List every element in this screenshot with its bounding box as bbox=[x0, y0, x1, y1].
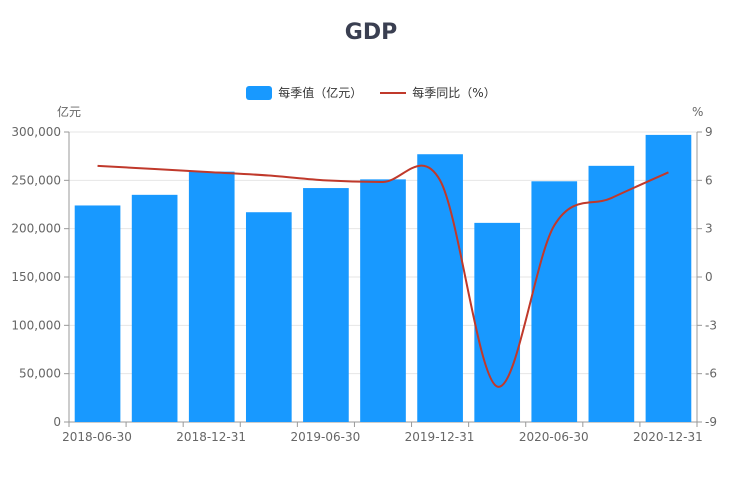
bar bbox=[74, 205, 121, 422]
legend: 每季值（亿元） 每季同比（%） bbox=[0, 84, 742, 101]
y-right-tick-label: 6 bbox=[705, 173, 713, 187]
legend-line-label: 每季同比（%） bbox=[412, 86, 496, 100]
y-left-tick-label: 250,000 bbox=[11, 173, 61, 187]
bar bbox=[245, 212, 292, 422]
bar bbox=[417, 154, 463, 422]
y-left-tick-label: 50,000 bbox=[19, 367, 61, 381]
y-left-tick-label: 0 bbox=[53, 415, 61, 429]
y-right-tick-label: 3 bbox=[705, 222, 713, 236]
legend-item-bar[interactable]: 每季值（亿元） bbox=[246, 84, 362, 101]
y-left-tick-label: 100,000 bbox=[11, 318, 61, 332]
bar bbox=[303, 188, 349, 422]
legend-bar-swatch bbox=[246, 85, 273, 100]
yoy-line bbox=[97, 164, 669, 388]
legend-line-swatch bbox=[380, 91, 407, 94]
y-left-tick-label: 200,000 bbox=[11, 222, 61, 236]
bar bbox=[645, 134, 692, 422]
y-right-tick-label: -3 bbox=[705, 318, 717, 332]
left-axis-unit: 亿元 bbox=[57, 104, 81, 119]
x-tick-label: 2019-06-30 bbox=[290, 430, 360, 444]
right-axis-unit: % bbox=[692, 105, 703, 119]
x-tick-label: 2019-12-31 bbox=[405, 430, 475, 444]
bar bbox=[531, 181, 578, 422]
bar bbox=[188, 171, 235, 422]
chart-title: GDP bbox=[344, 20, 398, 45]
x-tick-label: 2018-12-31 bbox=[176, 430, 246, 444]
y-left-tick-label: 300,000 bbox=[11, 125, 61, 139]
legend-item-line[interactable]: 每季同比（%） bbox=[380, 84, 496, 101]
y-right-tick-label: 9 bbox=[705, 125, 713, 139]
bar bbox=[360, 179, 406, 422]
bar bbox=[131, 194, 178, 422]
x-tick-label: 2020-06-30 bbox=[519, 430, 589, 444]
legend-bar-label: 每季值（亿元） bbox=[278, 86, 363, 100]
y-right-tick-label: -9 bbox=[705, 415, 717, 429]
x-tick-label: 2018-06-30 bbox=[62, 430, 132, 444]
bar bbox=[474, 222, 521, 422]
y-right-tick-label: 0 bbox=[705, 270, 713, 284]
bar bbox=[588, 165, 635, 423]
x-tick-label: 2020-12-31 bbox=[633, 430, 703, 444]
y-left-tick-label: 150,000 bbox=[11, 270, 61, 284]
y-right-tick-label: -6 bbox=[705, 367, 717, 381]
